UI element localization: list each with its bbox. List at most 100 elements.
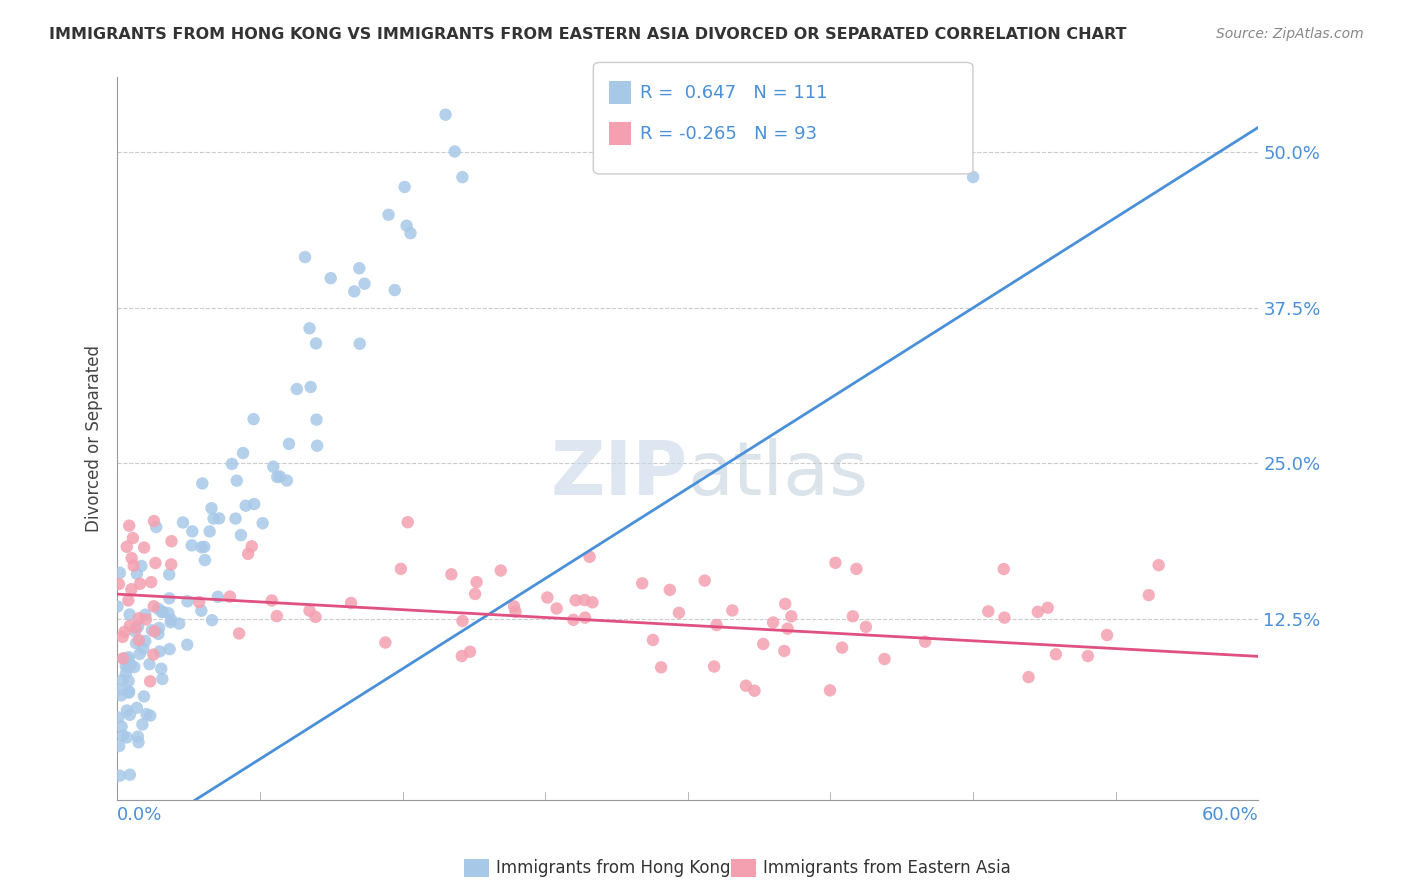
Point (434, 108, 457, 122)
Point (276, 474, 298, 488)
Point (236, 547, 259, 561)
Point (307, 439, 329, 453)
Point (536, 591, 558, 605)
Point (127, 730, 149, 744)
Point (464, 587, 486, 601)
Point (143, 514, 166, 528)
Point (110, 682, 132, 697)
Point (190, 604, 212, 618)
Text: ZIP: ZIP (551, 438, 688, 511)
Point (562, 613, 585, 627)
Point (564, 593, 586, 607)
Point (304, 610, 326, 624)
Point (278, 437, 301, 451)
Point (131, 717, 153, 731)
Point (773, 644, 796, 658)
Point (143, 624, 166, 639)
Point (396, 515, 419, 529)
Text: 0.0%: 0.0% (117, 805, 163, 824)
Point (993, 610, 1015, 624)
Point (150, 662, 173, 676)
Point (208, 511, 231, 525)
Point (176, 594, 198, 608)
Point (224, 511, 246, 525)
Point (180, 538, 202, 552)
Point (693, 574, 716, 588)
Point (721, 603, 744, 617)
Point (668, 606, 690, 620)
Point (202, 511, 225, 525)
Point (451, 170, 474, 185)
Text: 60.0%: 60.0% (1202, 805, 1258, 824)
Point (122, 531, 145, 545)
Point (120, 657, 142, 672)
Point (135, 612, 157, 626)
Point (1026, 605, 1049, 619)
Point (160, 613, 183, 627)
Point (157, 567, 180, 582)
Point (172, 516, 194, 530)
Point (108, 566, 131, 580)
Point (266, 609, 288, 624)
Point (190, 540, 212, 554)
Point (112, 729, 135, 743)
Point (574, 610, 596, 624)
Point (132, 641, 155, 656)
Point (108, 739, 131, 753)
Point (108, 577, 131, 591)
Point (111, 673, 134, 687)
Point (118, 768, 141, 782)
Point (200, 501, 222, 516)
Point (120, 582, 142, 597)
Point (343, 285, 366, 299)
Point (122, 558, 145, 573)
Point (159, 615, 181, 630)
Text: R =  0.647   N = 111: R = 0.647 N = 111 (640, 84, 827, 102)
Point (117, 673, 139, 688)
Point (157, 606, 180, 620)
Point (110, 689, 132, 703)
Point (1077, 648, 1099, 663)
Text: Immigrants from Hong Kong: Immigrants from Hong Kong (496, 859, 731, 877)
Point (451, 614, 474, 628)
Point (465, 575, 488, 590)
Point (1036, 600, 1059, 615)
Point (108, 769, 131, 783)
Point (349, 261, 371, 276)
Point (194, 553, 217, 567)
Point (131, 558, 153, 573)
Point (641, 632, 664, 647)
Point (993, 562, 1015, 576)
Point (132, 690, 155, 704)
Point (115, 540, 138, 554)
Point (340, 596, 363, 610)
Point (139, 708, 162, 723)
Point (127, 620, 149, 634)
Y-axis label: Divorced or Separated: Divorced or Separated (86, 345, 103, 532)
Point (118, 707, 141, 722)
Point (243, 497, 266, 511)
Point (107, 710, 129, 724)
Point (148, 627, 170, 641)
Point (138, 657, 160, 672)
Point (440, 567, 463, 582)
Point (142, 648, 165, 662)
Point (650, 660, 672, 674)
Point (1018, 670, 1040, 684)
Point (160, 558, 183, 572)
Point (124, 660, 146, 674)
Point (389, 562, 412, 576)
Point (232, 446, 254, 460)
Point (299, 380, 322, 394)
Point (167, 616, 190, 631)
Point (285, 382, 308, 396)
Point (125, 700, 148, 714)
Point (110, 720, 132, 734)
Point (394, 180, 416, 194)
Point (252, 516, 274, 531)
Point (631, 576, 654, 591)
Text: Source: ZipAtlas.com: Source: ZipAtlas.com (1216, 27, 1364, 41)
Point (134, 541, 156, 555)
Point (1095, 628, 1118, 642)
Point (780, 609, 803, 624)
